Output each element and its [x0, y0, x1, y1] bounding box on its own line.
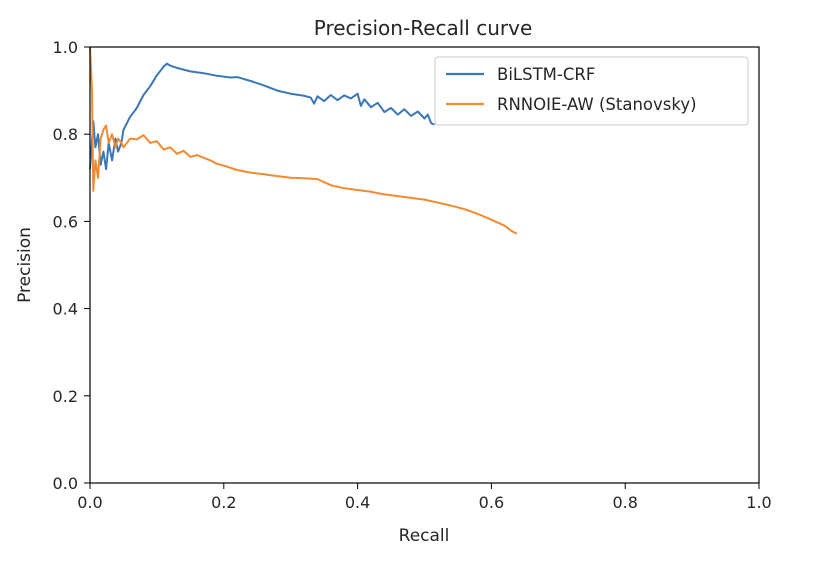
x-tick-label: 0.2 [211, 493, 236, 512]
plot-frame [89, 46, 760, 484]
y-axis: 0.0 0.2 0.4 0.6 0.8 1.0 [53, 38, 90, 493]
x-tick-label: 1.0 [746, 493, 771, 512]
x-axis: 0.0 0.2 0.4 0.6 0.8 1.0 [77, 483, 772, 512]
legend-label-bilstm-crf: BiLSTM-CRF [497, 65, 595, 84]
y-tick-label: 0.6 [53, 212, 78, 231]
y-tick-label: 0.8 [53, 125, 78, 144]
y-tick-label: 0.0 [53, 474, 78, 493]
series-layer [89, 46, 518, 235]
x-tick-label: 0.0 [77, 493, 102, 512]
y-tick-label: 1.0 [53, 38, 78, 57]
legend-box [434, 56, 749, 126]
x-axis-title: Recall [399, 526, 450, 546]
y-tick-label: 0.4 [53, 300, 78, 319]
chart-title: Precision-Recall curve [314, 16, 533, 40]
legend: BiLSTM-CRF RNNOIE-AW (Stanovsky) [434, 56, 749, 126]
y-tick-label: 0.2 [53, 387, 78, 406]
x-tick-label: 0.8 [612, 493, 637, 512]
x-tick-label: 0.6 [479, 493, 504, 512]
x-tick-label: 0.4 [345, 493, 370, 512]
y-axis-title: Precision [15, 227, 35, 303]
series-line-bilstm-crf [89, 62, 435, 171]
legend-label-rnnoie-aw: RNNOIE-AW (Stanovsky) [497, 95, 697, 114]
series-line-rnnoie-aw-stanovsky [89, 46, 518, 235]
